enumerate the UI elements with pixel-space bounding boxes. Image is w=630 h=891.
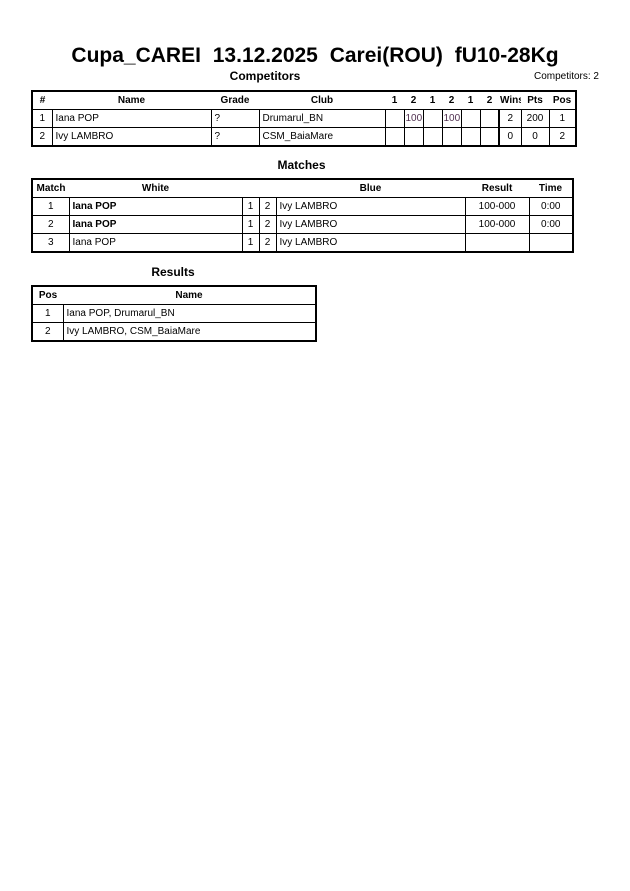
header-col: Pts bbox=[521, 90, 549, 110]
header-col: Club bbox=[259, 90, 385, 110]
header-blue: Blue bbox=[276, 178, 465, 198]
competitor-position: 1 bbox=[548, 109, 577, 128]
competitor-club: Drumarul_BN bbox=[258, 109, 386, 128]
blue-competitor: Ivy LAMBRO bbox=[275, 215, 466, 234]
competitors-count: Competitors: 2 bbox=[533, 71, 599, 82]
blue-competitor: Ivy LAMBRO bbox=[275, 233, 466, 253]
competitor-position: 2 bbox=[548, 127, 577, 147]
match-result: 100-000 bbox=[464, 197, 530, 216]
score-cell bbox=[422, 109, 443, 128]
competitor-points: 200 bbox=[520, 109, 550, 128]
header-match: Match bbox=[32, 178, 69, 198]
header-col: 2 bbox=[404, 90, 423, 110]
competitors-heading: Competitors bbox=[229, 69, 301, 83]
competitor-wins: 2 bbox=[498, 109, 522, 128]
match-time bbox=[528, 233, 574, 253]
results-table: Pos Name 1 Iana POP, Drumarul_BN 2 Ivy LAMBR… bbox=[31, 285, 317, 342]
competitor-wins: 0 bbox=[498, 127, 522, 147]
white-competitor: Iana POP bbox=[68, 197, 243, 216]
match-row: 1 Iana POP 1 2 Ivy LAMBRO 100-000 0:00 bbox=[31, 197, 574, 216]
competitor-row: 1 Iana POP? Drumarul_BN 100 100 2 200 1 bbox=[31, 109, 577, 128]
result-row: 2 Ivy LAMBRO, CSM_BaiaMare bbox=[31, 322, 317, 342]
match-result: 100-000 bbox=[464, 215, 530, 234]
white-number: 1 bbox=[241, 233, 260, 253]
competitor-points: 0 bbox=[520, 127, 550, 147]
result-position: 1 bbox=[31, 304, 64, 323]
competitor-name: Iana POP bbox=[51, 109, 212, 128]
header-col: Wins bbox=[499, 90, 521, 110]
score-cell bbox=[384, 127, 405, 147]
result-row: 1 Iana POP, Drumarul_BN bbox=[31, 304, 317, 323]
blue-number: 2 bbox=[258, 197, 277, 216]
match-result bbox=[464, 233, 530, 253]
page-title: Cupa_CAREI 13.12.2025 Carei(ROU) fU10-28… bbox=[71, 44, 559, 67]
header-col: Grade bbox=[211, 90, 259, 110]
competitor-grade: ? bbox=[210, 127, 260, 147]
header-pos: Pos bbox=[32, 285, 63, 305]
match-row: 3 Iana POP 1 2 Ivy LAMBRO bbox=[31, 233, 574, 253]
white-number: 1 bbox=[241, 215, 260, 234]
match-number: 2 bbox=[31, 215, 70, 234]
header-col: Pos bbox=[549, 90, 576, 110]
matches-table: Match White Blue Result Time 1 Iana POP 1 2… bbox=[31, 178, 574, 253]
competitor-grade: ? bbox=[210, 109, 260, 128]
score-cell bbox=[422, 127, 443, 147]
score-cell bbox=[460, 127, 481, 147]
score-cell bbox=[479, 109, 500, 128]
competitor-name: Ivy LAMBRO bbox=[51, 127, 212, 147]
header-time: Time bbox=[529, 178, 573, 198]
competitor-club: CSM_BaiaMare bbox=[258, 127, 386, 147]
score-cell bbox=[479, 127, 500, 147]
score-cell bbox=[384, 109, 405, 128]
header-white: White bbox=[69, 178, 242, 198]
score-cell bbox=[403, 127, 424, 147]
white-competitor: Iana POP bbox=[68, 233, 243, 253]
white-number: 1 bbox=[241, 197, 260, 216]
blue-competitor: Ivy LAMBRO bbox=[275, 197, 466, 216]
competitor-row: 2 Ivy LAMBRO? CSM_BaiaMare 0 0 2 bbox=[31, 127, 577, 147]
match-row: 2 Iana POP 1 2 Ivy LAMBRO 100-000 0:00 bbox=[31, 215, 574, 234]
blue-number: 2 bbox=[258, 233, 277, 253]
result-position: 2 bbox=[31, 322, 64, 342]
match-number: 3 bbox=[31, 233, 70, 253]
blue-number: 2 bbox=[258, 215, 277, 234]
header-col: Name bbox=[52, 90, 211, 110]
score-cell bbox=[441, 127, 462, 147]
result-name: Iana POP, Drumarul_BN bbox=[62, 304, 317, 323]
competitor-number: 1 bbox=[31, 109, 53, 128]
match-number: 1 bbox=[31, 197, 70, 216]
score-cell: 100 bbox=[441, 109, 462, 128]
header-result: Result bbox=[465, 178, 529, 198]
match-time: 0:00 bbox=[528, 215, 574, 234]
result-name: Ivy LAMBRO, CSM_BaiaMare bbox=[62, 322, 317, 342]
match-time: 0:00 bbox=[528, 197, 574, 216]
header-col: 1 bbox=[385, 90, 404, 110]
header-col: 2 bbox=[480, 90, 499, 110]
results-heading: Results bbox=[151, 265, 195, 279]
header-name: Name bbox=[63, 285, 316, 305]
competitor-number: 2 bbox=[31, 127, 53, 147]
white-competitor: Iana POP bbox=[68, 215, 243, 234]
matches-heading: Matches bbox=[277, 158, 326, 172]
header-col: 1 bbox=[461, 90, 480, 110]
header-col: 2 bbox=[442, 90, 461, 110]
score-cell bbox=[460, 109, 481, 128]
score-cell: 100 bbox=[403, 109, 424, 128]
header-col: # bbox=[32, 90, 52, 110]
header-col: 1 bbox=[423, 90, 442, 110]
